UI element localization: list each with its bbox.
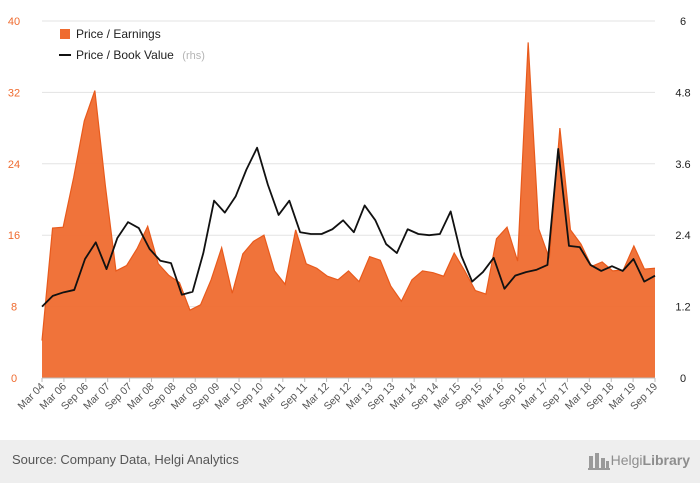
price-earnings-area xyxy=(42,42,655,379)
legend-label-price-book-note: (rhs) xyxy=(182,50,205,62)
legend-swatch-price-earnings xyxy=(60,29,70,39)
legend: Price / Earnings Price / Book Value (rhs… xyxy=(59,27,205,63)
price-book-line xyxy=(41,146,656,308)
y-right-tick-label: 3.6 xyxy=(675,159,690,171)
brand-text: HelgiLibrary xyxy=(611,452,690,468)
brand-text-bold: Library xyxy=(642,452,690,468)
y-right-tick-label: 1.2 xyxy=(675,302,690,314)
price-book-line-layer xyxy=(41,146,656,308)
y-left-tick-label: 16 xyxy=(8,230,20,242)
y-right-tick-label: 6 xyxy=(680,16,686,28)
footer: Source: Company Data, Helgi Analytics He… xyxy=(0,440,700,483)
y-left-tick-label: 8 xyxy=(11,302,17,314)
y-left-tick-label: 24 xyxy=(8,159,20,171)
brand-text-light: Helgi xyxy=(610,452,643,468)
y-left-tick-label: 32 xyxy=(8,87,20,99)
brand-logo[interactable]: HelgiLibrary xyxy=(587,450,690,470)
y-right-tick-label: 4.8 xyxy=(675,87,690,99)
right-y-axis: 0 1.2 2.4 3.6 4.8 6 xyxy=(675,16,690,385)
helgi-castle-icon xyxy=(587,453,610,470)
y-left-tick-label: 0 xyxy=(11,373,17,385)
legend-label-price-book-text: Price / Book Value xyxy=(76,48,174,62)
y-right-tick-label: 2.4 xyxy=(675,230,690,242)
y-left-tick-label: 40 xyxy=(8,16,20,28)
left-y-axis: 0 8 16 24 32 40 xyxy=(8,16,20,385)
y-right-tick-label: 0 xyxy=(680,373,686,385)
source-note: Source: Company Data, Helgi Analytics xyxy=(12,452,239,467)
legend-label-price-earnings: Price / Earnings xyxy=(76,27,161,41)
legend-label-price-book: Price / Book Value (rhs) xyxy=(76,46,205,63)
